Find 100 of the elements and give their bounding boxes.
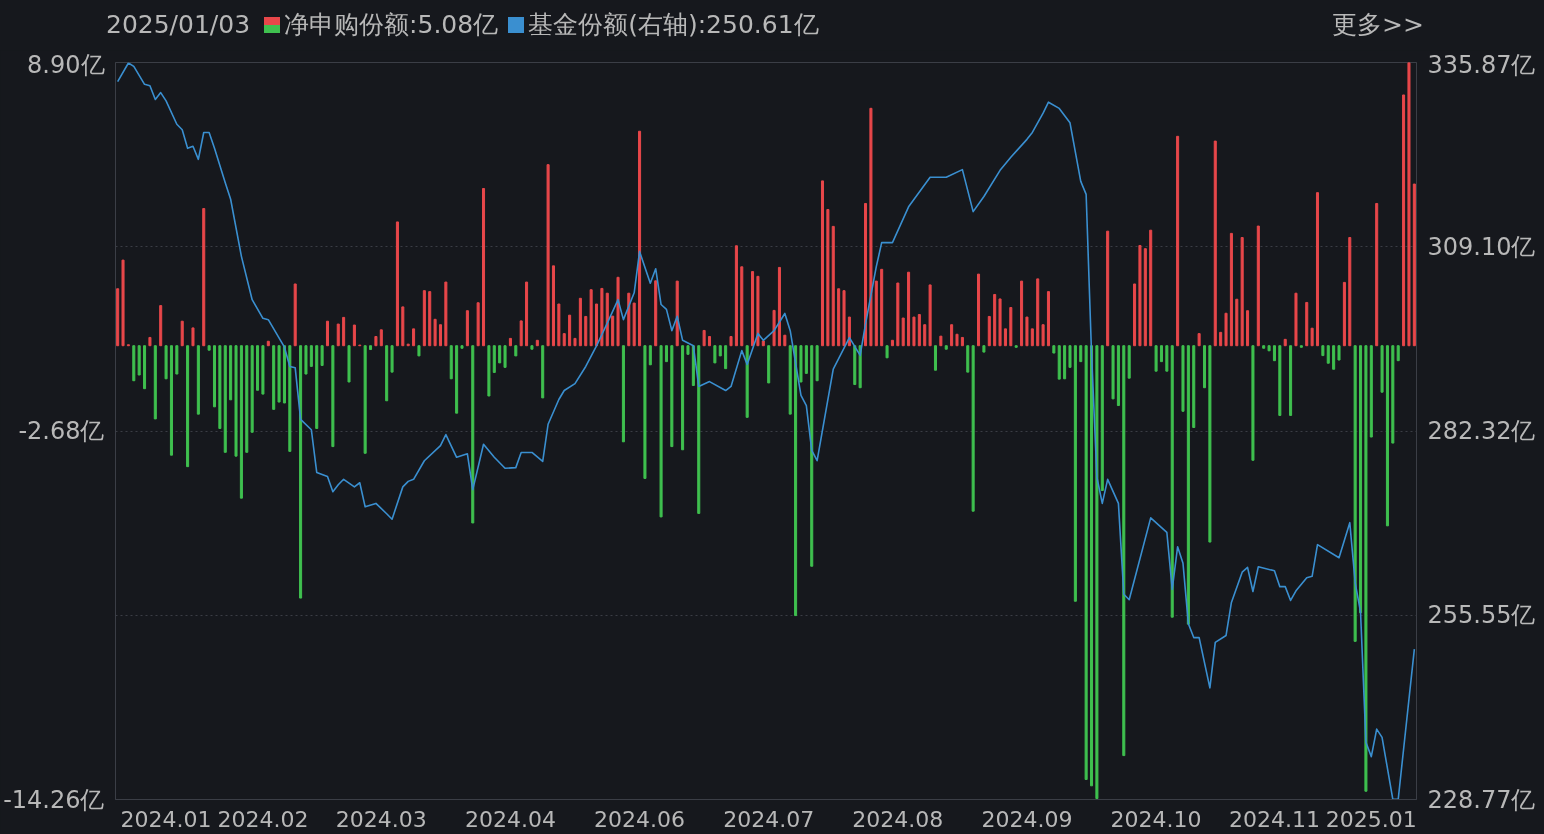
bar: [1181, 345, 1185, 412]
bar: [1348, 237, 1352, 347]
bar: [1106, 230, 1110, 347]
bar: [1176, 135, 1180, 347]
bar: [272, 345, 276, 410]
x-tick-label: 2025.01: [1325, 806, 1417, 832]
bar: [594, 303, 599, 347]
bar: [1159, 345, 1163, 363]
bar: [777, 266, 781, 347]
bar: [175, 345, 179, 375]
bar: [1305, 301, 1309, 347]
bar: [401, 306, 405, 347]
bar: [1068, 345, 1072, 368]
bar: [514, 345, 518, 357]
bar: [530, 345, 534, 350]
bar: [1165, 345, 1169, 372]
bar: [756, 275, 760, 347]
bar: [826, 209, 830, 347]
bar: [982, 345, 986, 353]
bar: [1036, 278, 1040, 347]
bar: [525, 281, 529, 347]
bar: [837, 288, 841, 347]
bar: [369, 345, 373, 351]
bar: [223, 345, 227, 453]
bar: [385, 345, 389, 402]
bar: [1246, 310, 1250, 347]
bar: [960, 336, 964, 347]
legend-item: 基金份额(右轴):250.61亿: [508, 7, 819, 43]
bar: [503, 345, 507, 368]
bar: [212, 345, 217, 408]
bar: [320, 345, 324, 366]
bar: [143, 345, 147, 390]
bar: [1197, 333, 1201, 347]
bar: [847, 316, 851, 347]
bar: [944, 345, 948, 350]
bar: [180, 320, 184, 347]
bar: [352, 324, 356, 347]
bar: [734, 245, 738, 347]
bar: [1063, 345, 1067, 380]
bar: [820, 180, 825, 347]
bar: [1380, 345, 1384, 393]
bar: [751, 271, 755, 347]
bar: [917, 314, 921, 347]
bar: [363, 345, 367, 454]
y2-tick-label: 282.32亿: [1427, 417, 1536, 445]
bar: [455, 345, 459, 414]
bar: [508, 337, 512, 347]
bar: [449, 345, 453, 380]
bar: [885, 345, 889, 359]
bar: [648, 345, 652, 366]
bar: [713, 345, 717, 364]
bar: [541, 345, 545, 399]
bar: [137, 345, 141, 376]
bar: [1143, 248, 1147, 347]
x-tick-label: 2024.03: [335, 806, 427, 832]
bar: [971, 345, 975, 512]
bar: [810, 345, 814, 567]
x-tick-label: 2024.11: [1228, 806, 1320, 832]
bar: [1100, 345, 1104, 492]
y-tick-label: 8.90亿: [27, 50, 105, 79]
bar: [1359, 345, 1363, 614]
y2-tick-label: 309.10亿: [1427, 232, 1536, 261]
bar: [551, 265, 555, 347]
bar: [670, 345, 674, 448]
bar: [939, 335, 943, 347]
bar: [1149, 229, 1153, 347]
bar: [681, 345, 685, 451]
bar: [256, 345, 260, 391]
bar: [191, 327, 195, 347]
bar: [1154, 345, 1158, 372]
bar: [347, 345, 351, 383]
bar: [535, 339, 539, 347]
bar: [417, 345, 421, 357]
bar: [1353, 345, 1357, 642]
bar: [1315, 192, 1320, 347]
bar: [428, 291, 432, 347]
bar: [880, 268, 884, 347]
bar: [1375, 202, 1379, 347]
x-tick-label: 2024.10: [1110, 806, 1202, 832]
bar: [573, 337, 577, 347]
bar: [907, 271, 911, 347]
bar: [1262, 345, 1266, 349]
bar: [1283, 338, 1287, 347]
bar: [799, 345, 803, 383]
bar: [1079, 345, 1083, 363]
bar: [568, 314, 572, 347]
bar: [1332, 345, 1336, 370]
bar: [1407, 62, 1411, 347]
bar: [1138, 244, 1142, 347]
bar: [697, 345, 701, 514]
bar: [422, 290, 426, 347]
bar: [304, 345, 308, 375]
bar: [261, 345, 265, 395]
bar: [1041, 324, 1045, 347]
bar: [196, 345, 200, 415]
bar: [1046, 291, 1050, 347]
bar: [412, 328, 416, 347]
bar: [1251, 345, 1255, 461]
bar: [342, 316, 346, 347]
bar: [842, 290, 846, 347]
